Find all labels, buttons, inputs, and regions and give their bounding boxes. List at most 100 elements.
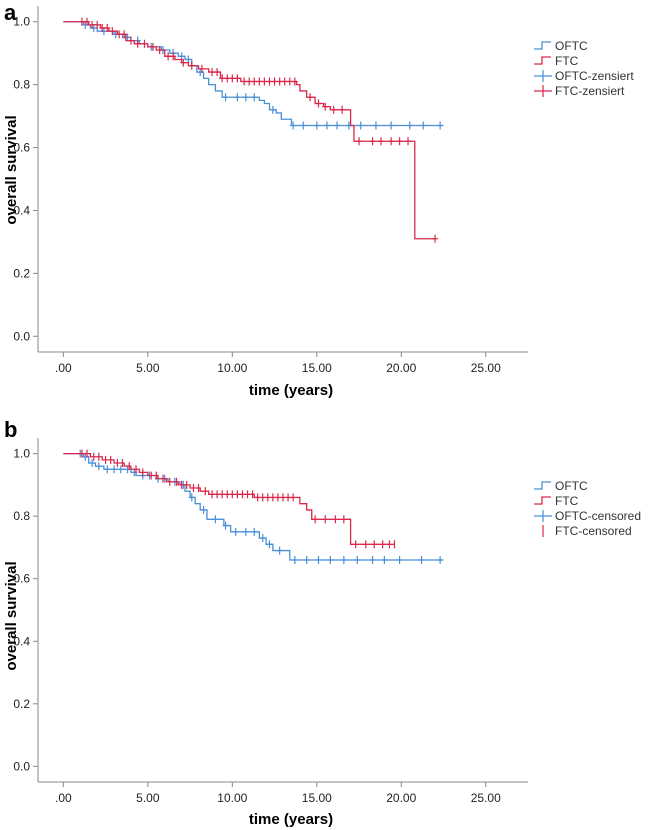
censor-mark-ftc bbox=[89, 20, 96, 29]
censor-mark-ftc bbox=[266, 77, 273, 86]
x-tick-label: .00 bbox=[55, 361, 72, 375]
legend-label: FTC bbox=[555, 54, 579, 68]
censor-mark-ftc bbox=[276, 77, 283, 86]
plot-series bbox=[63, 17, 444, 243]
censor-mark-ftc bbox=[369, 137, 376, 146]
legend-label: OFTC bbox=[555, 39, 588, 53]
censor-mark-oftc bbox=[315, 555, 322, 564]
censor-mark-oftc bbox=[222, 93, 229, 102]
x-tick-label: 10.00 bbox=[217, 791, 247, 805]
censor-mark-ftc bbox=[94, 20, 101, 29]
legend-item: OFTC-zensiert bbox=[534, 69, 634, 83]
series-line-ftc bbox=[63, 452, 395, 545]
censor-mark-oftc bbox=[242, 527, 249, 536]
legend-label: OFTC bbox=[555, 479, 588, 493]
censor-mark-oftc bbox=[188, 493, 195, 502]
legend-label: OFTC-censored bbox=[555, 509, 641, 523]
plot-series bbox=[63, 449, 444, 564]
censor-mark-ftc bbox=[405, 137, 412, 146]
censor-mark-oftc bbox=[381, 555, 388, 564]
censor-mark-ftc bbox=[271, 77, 278, 86]
y-tick-label: 0.4 bbox=[13, 634, 30, 648]
censor-mark-oftc bbox=[242, 93, 249, 102]
censor-mark-ftc bbox=[388, 137, 395, 146]
censor-mark-ftc bbox=[156, 46, 163, 55]
censor-mark-oftc bbox=[89, 459, 96, 468]
censor-mark-ftc bbox=[198, 64, 205, 73]
censor-mark-oftc bbox=[323, 121, 330, 130]
censor-mark-ftc bbox=[251, 77, 258, 86]
x-tick-label: .00 bbox=[55, 791, 72, 805]
censor-mark-oftc bbox=[234, 93, 241, 102]
censor-mark-ftc bbox=[209, 68, 216, 77]
x-tick-label: 15.00 bbox=[302, 791, 332, 805]
censor-mark-ftc bbox=[165, 52, 172, 61]
censor-mark-ftc bbox=[339, 105, 346, 114]
panel-label: b bbox=[4, 417, 17, 442]
legend-item: FTC bbox=[534, 494, 579, 508]
censor-mark-oftc bbox=[212, 515, 219, 524]
legend-label: FTC-censored bbox=[555, 524, 632, 538]
censor-mark-ftc bbox=[241, 77, 248, 86]
censor-mark-oftc bbox=[104, 465, 111, 474]
y-tick-label: 0.2 bbox=[13, 697, 30, 711]
censor-mark-oftc bbox=[222, 521, 229, 530]
series-line-oftc bbox=[63, 21, 444, 127]
censor-mark-oftc bbox=[388, 121, 395, 130]
axis-ticks: 0.0 0.2 0.4 0.6 0.8 1.0 .00 5.00 10.00 15.00 20.00… bbox=[13, 438, 528, 805]
censor-mark-oftc bbox=[372, 121, 379, 130]
censor-mark-oftc bbox=[369, 555, 376, 564]
series-line-oftc bbox=[63, 452, 444, 561]
censor-mark-ftc bbox=[330, 105, 337, 114]
legend-item: FTC-zensiert bbox=[534, 84, 625, 98]
censor-mark-ftc bbox=[396, 137, 403, 146]
censor-mark-ftc bbox=[141, 39, 148, 48]
censor-mark-ftc bbox=[322, 102, 329, 111]
censor-mark-ftc bbox=[378, 137, 384, 146]
censor-mark-ftc bbox=[356, 137, 363, 146]
censor-mark-ftc bbox=[134, 39, 141, 48]
x-tick-label: 10.00 bbox=[217, 361, 247, 375]
censor-mark-oftc bbox=[357, 121, 364, 130]
censor-mark-ftc bbox=[246, 77, 253, 86]
censor-mark-ftc bbox=[307, 93, 314, 102]
censor-mark-ftc bbox=[281, 77, 288, 86]
x-axis-title: time (years) bbox=[249, 382, 333, 399]
censor-mark-ftc bbox=[229, 74, 236, 83]
legend-swatch bbox=[534, 481, 551, 490]
censor-mark-ftc bbox=[315, 99, 322, 108]
legend-label: OFTC-zensiert bbox=[555, 69, 634, 83]
censor-mark-oftc bbox=[290, 121, 297, 130]
censor-mark-oftc bbox=[303, 555, 310, 564]
censor-mark-oftc bbox=[313, 121, 320, 130]
censor-mark-oftc bbox=[95, 462, 102, 471]
censor-mark-ftc bbox=[170, 52, 177, 61]
y-tick-label: 0.4 bbox=[13, 203, 30, 217]
censor-mark-oftc bbox=[437, 121, 444, 130]
censor-mark-oftc bbox=[276, 546, 283, 555]
x-tick-label: 5.00 bbox=[136, 791, 160, 805]
censor-mark-ftc bbox=[99, 24, 106, 33]
y-tick-label: 0.8 bbox=[13, 78, 30, 92]
y-tick-label: 0.6 bbox=[13, 141, 30, 155]
censor-mark-oftc bbox=[232, 527, 239, 536]
censor-mark-ftc bbox=[234, 74, 241, 83]
x-tick-label: 5.00 bbox=[136, 361, 160, 375]
censor-mark-ftc bbox=[261, 77, 268, 86]
censor-mark-oftc bbox=[251, 527, 258, 536]
censor-mark-ftc bbox=[180, 58, 187, 67]
censor-mark-ftc bbox=[84, 17, 90, 26]
y-tick-label: 0.2 bbox=[13, 266, 30, 280]
censor-mark-oftc bbox=[200, 505, 207, 514]
panel-label: a bbox=[4, 0, 17, 25]
legend-label: FTC-zensiert bbox=[555, 84, 625, 98]
censor-mark-oftc bbox=[340, 555, 347, 564]
x-tick-label: 25.00 bbox=[471, 791, 501, 805]
legend-item: FTC-censored bbox=[542, 524, 632, 538]
censor-mark-ftc bbox=[224, 74, 231, 83]
censor-mark-ftc bbox=[109, 27, 116, 36]
censor-mark-oftc bbox=[259, 534, 266, 543]
